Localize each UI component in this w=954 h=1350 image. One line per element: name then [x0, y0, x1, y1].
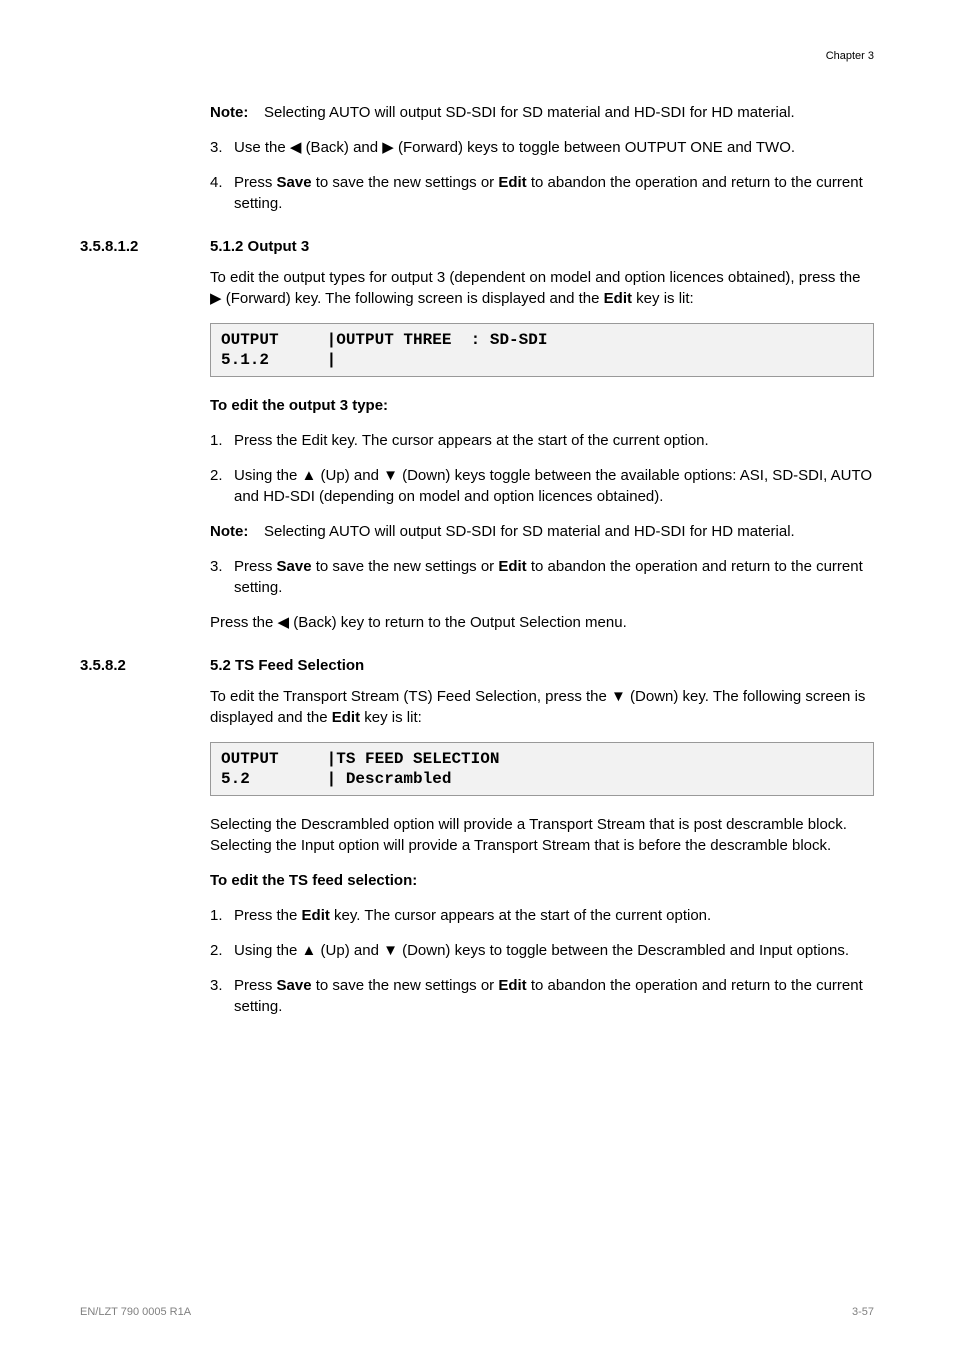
step-4: 4. Press Save to save the new settings o… [210, 172, 874, 214]
para-text: To edit the Transport Stream (TS) Feed S… [210, 688, 865, 726]
section-heading-2: 3.5.8.2 5.2 TS Feed Selection [80, 657, 874, 674]
edit-word: Edit [332, 709, 360, 726]
section-2-body: To edit the Transport Stream (TS) Feed S… [210, 686, 874, 1017]
para-desc: Selecting the Descrambled option will pr… [210, 814, 874, 856]
footer-left: EN/LZT 790 0005 R1A [80, 1306, 191, 1318]
section-title: 5.2 TS Feed Selection [210, 657, 364, 674]
para-text: key is lit: [632, 290, 694, 307]
step-text-part: to save the new settings or [312, 558, 499, 575]
step-number: 3. [210, 137, 223, 158]
step-number: 1. [210, 430, 223, 451]
step-1: 1. Press the Edit key. The cursor appear… [210, 905, 874, 926]
subheading: To edit the TS feed selection: [210, 870, 874, 891]
note-label: Note: [210, 521, 264, 542]
para-intro: To edit the output types for output 3 (d… [210, 267, 874, 309]
section-1-body: To edit the output types for output 3 (d… [210, 267, 874, 633]
section-number: 3.5.8.2 [80, 657, 210, 674]
step-number: 2. [210, 940, 223, 961]
save-word: Save [277, 174, 312, 191]
step-3: 3. Use the ◀ (Back) and ▶ (Forward) keys… [210, 137, 874, 158]
step-text-part: Press the [234, 907, 302, 924]
para-intro: To edit the Transport Stream (TS) Feed S… [210, 686, 874, 728]
section-heading-1: 3.5.8.1.2 5.1.2 Output 3 [80, 238, 874, 255]
step-text-part: Press [234, 174, 277, 191]
note-text: Selecting AUTO will output SD-SDI for SD… [264, 521, 874, 542]
page: Chapter 3 Note: Selecting AUTO will outp… [0, 0, 954, 1350]
step-text: Use the ◀ (Back) and ▶ (Forward) keys to… [234, 139, 795, 156]
step-3: 3. Press Save to save the new settings o… [210, 975, 874, 1017]
step-number: 4. [210, 172, 223, 193]
step-number: 3. [210, 556, 223, 577]
footer-right: 3-57 [852, 1306, 874, 1318]
edit-word: Edit [604, 290, 632, 307]
para-back: Press the ◀ (Back) key to return to the … [210, 612, 874, 633]
step-2: 2. Using the ▲ (Up) and ▼ (Down) keys to… [210, 465, 874, 507]
para-text: key is lit: [360, 709, 422, 726]
step-text-part: Press [234, 558, 277, 575]
step-2: 2. Using the ▲ (Up) and ▼ (Down) keys to… [210, 940, 874, 961]
step-text-part: to save the new settings or [312, 174, 499, 191]
save-word: Save [277, 558, 312, 575]
step-1: 1. Press the Edit key. The cursor appear… [210, 430, 874, 451]
step-text: Press the Edit key. The cursor appears a… [234, 432, 709, 449]
edit-word: Edit [498, 558, 526, 575]
lcd-display-output-three: OUTPUT |OUTPUT THREE : SD-SDI 5.1.2 | [210, 323, 874, 377]
edit-word: Edit [498, 174, 526, 191]
step-number: 3. [210, 975, 223, 996]
note-row: Note: Selecting AUTO will output SD-SDI … [210, 521, 874, 542]
subheading: To edit the output 3 type: [210, 395, 874, 416]
para-text: To edit the output types for output 3 (d… [210, 269, 860, 307]
section-title: 5.1.2 Output 3 [210, 238, 309, 255]
step-number: 1. [210, 905, 223, 926]
lcd-display-ts-feed: OUTPUT |TS FEED SELECTION 5.2 | Descramb… [210, 742, 874, 796]
top-block: Note: Selecting AUTO will output SD-SDI … [210, 102, 874, 214]
edit-word: Edit [498, 977, 526, 994]
save-word: Save [277, 977, 312, 994]
step-3: 3. Press Save to save the new settings o… [210, 556, 874, 598]
section-number: 3.5.8.1.2 [80, 238, 210, 255]
chapter-header: Chapter 3 [80, 50, 874, 62]
edit-word: Edit [302, 907, 330, 924]
step-text: Using the ▲ (Up) and ▼ (Down) keys to to… [234, 942, 849, 959]
note-label: Note: [210, 102, 264, 123]
step-text-part: key. The cursor appears at the start of … [330, 907, 711, 924]
step-text-part: to save the new settings or [312, 977, 499, 994]
note-row: Note: Selecting AUTO will output SD-SDI … [210, 102, 874, 123]
step-text: Using the ▲ (Up) and ▼ (Down) keys toggl… [234, 467, 872, 505]
note-text: Selecting AUTO will output SD-SDI for SD… [264, 102, 874, 123]
step-text-part: Press [234, 977, 277, 994]
step-number: 2. [210, 465, 223, 486]
footer: EN/LZT 790 0005 R1A 3-57 [80, 1306, 874, 1318]
